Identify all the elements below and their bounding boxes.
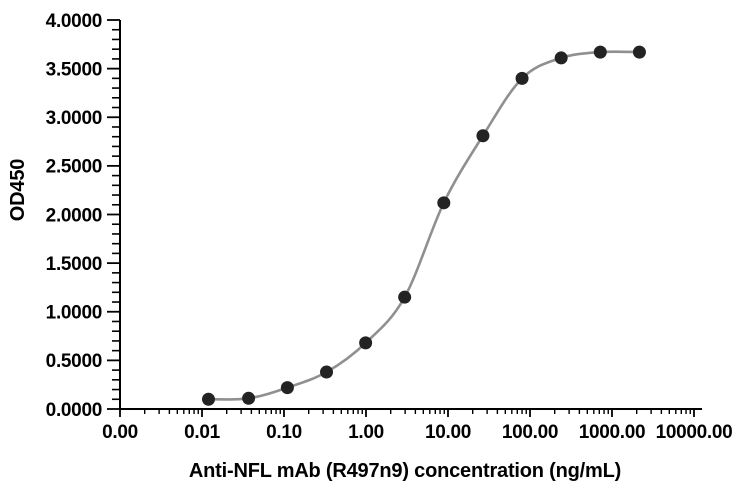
y-tick-label: 0.0000 [46,400,102,421]
data-point [359,336,373,350]
y-tick-label: 1.0000 [46,303,102,324]
y-tick-label: 1.5000 [46,254,102,275]
x-tick-label: 0.10 [266,422,302,443]
y-tick-label: 2.5000 [46,157,102,178]
data-point [437,196,451,210]
x-tick-label: 10000.00 [656,422,733,443]
y-tick-label: 0.5000 [46,351,102,372]
data-point [320,365,334,379]
data-point [476,129,490,143]
x-tick-label: 10.00 [425,422,471,443]
y-tick-label: 3.5000 [46,59,102,80]
data-point [242,391,256,405]
y-tick-label: 4.0000 [46,11,102,32]
x-tick-label: 0.00 [102,422,138,443]
x-tick-label: 1000.00 [579,422,646,443]
x-tick-label: 1.00 [348,422,384,443]
plot-area: 0.0000 0.5000 1.0000 1.5000 2.0000 2.5000 3.00… [46,11,733,443]
data-point [280,381,294,395]
data-point [201,392,215,406]
data-point [398,290,412,304]
data-point [515,71,529,85]
data-point [593,45,607,59]
series-curve [207,50,641,401]
y-axis-title: OD450 [7,159,29,221]
x-tick-label: 100.00 [502,422,558,443]
data-point [632,45,646,59]
y-tick-label: 3.0000 [46,108,102,129]
data-point [554,51,568,65]
y-tick-label: 2.0000 [46,205,102,226]
x-tick-label: 0.01 [184,422,221,443]
x-axis-title: Anti-NFL mAb (R497n9) concentration (ng/… [189,460,621,482]
